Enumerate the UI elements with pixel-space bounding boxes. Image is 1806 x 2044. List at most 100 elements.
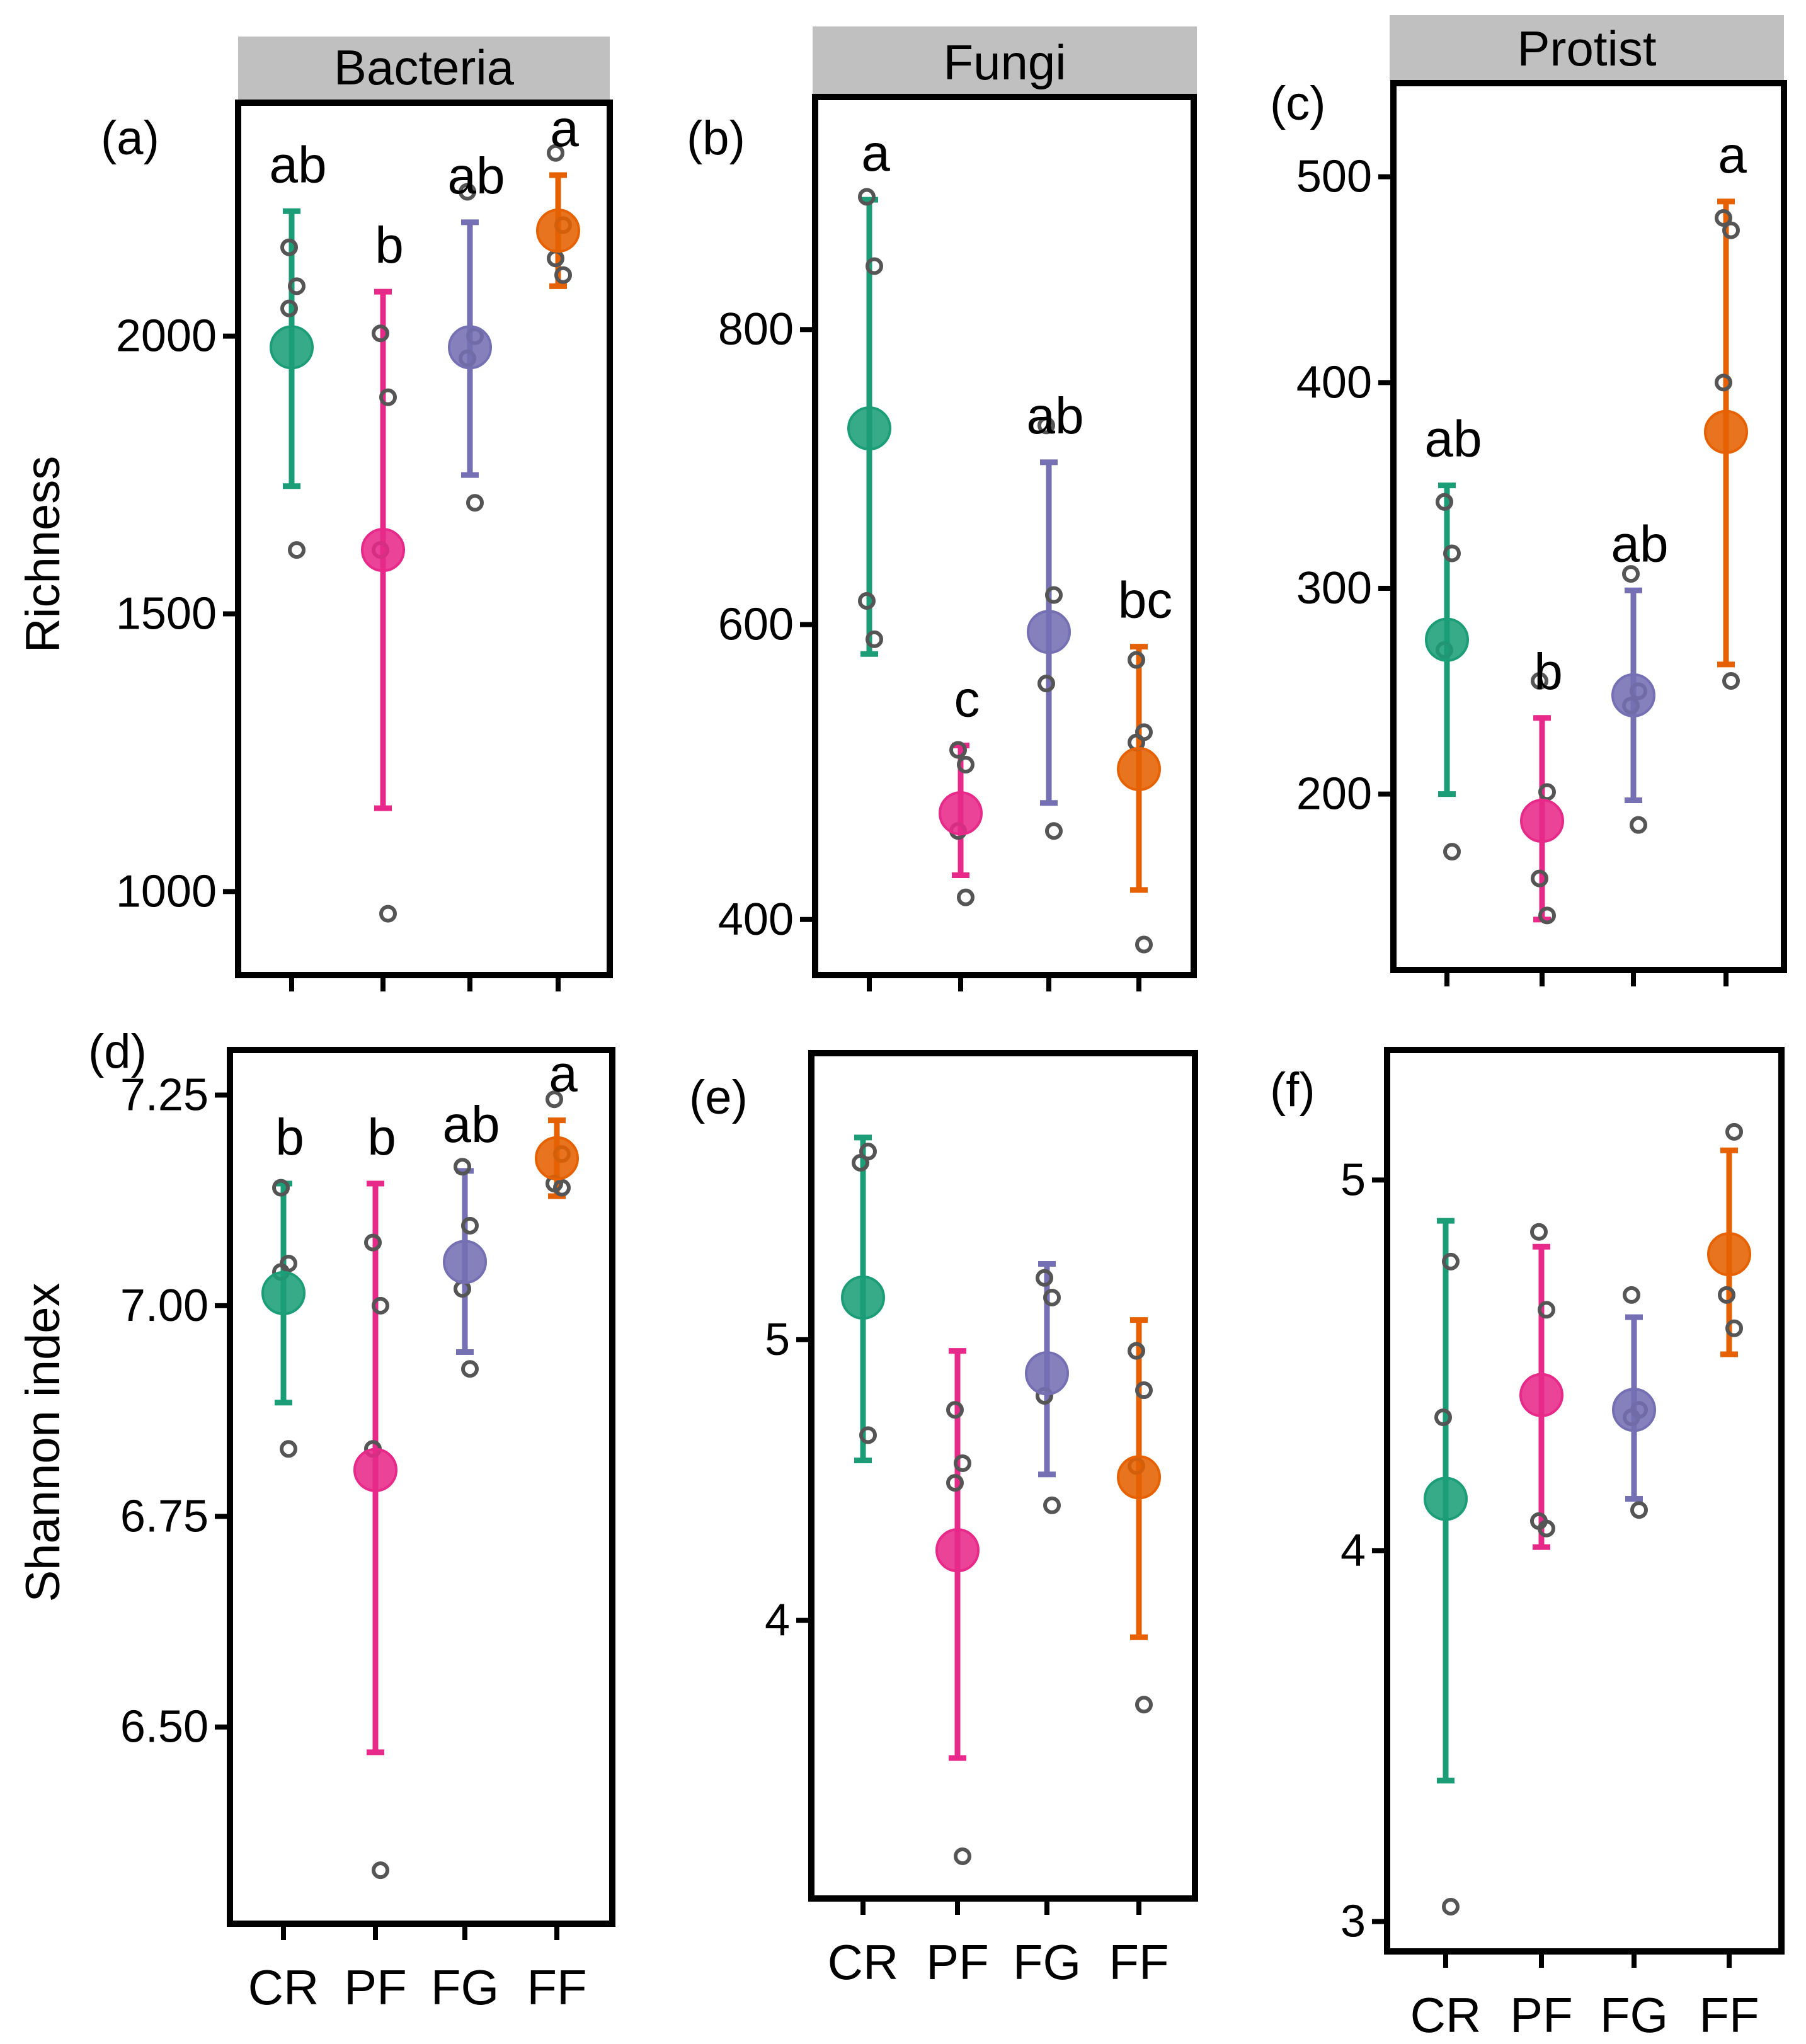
raw-point-a-FF	[554, 266, 572, 284]
sig-letter-b-FF: bc	[1118, 572, 1173, 629]
sig-letter-c-CR: ab	[1424, 411, 1482, 468]
strip-label-c: Protist	[1517, 21, 1656, 76]
sig-letter-a-FG: ab	[447, 147, 505, 205]
raw-point-d-FG	[461, 1360, 479, 1378]
raw-point-b-FG	[1037, 416, 1055, 435]
raw-point-b-PF	[957, 888, 974, 906]
sig-letter-a-FF: a	[550, 100, 579, 157]
panel-frame-a	[235, 100, 613, 978]
panel-tag-e: (e)	[689, 1071, 748, 1124]
raw-point-b-FG	[1045, 586, 1063, 604]
mean-point-b-FF	[1117, 746, 1161, 791]
strip-b	[813, 26, 1197, 94]
raw-point-f-PF	[1538, 1301, 1555, 1319]
panel-frame-e	[808, 1050, 1198, 1902]
raw-point-f-CR	[1442, 1252, 1460, 1270]
raw-point-c-PF	[1538, 906, 1556, 925]
mean-point-b-CR	[847, 406, 891, 451]
y-tick-label-c: 200	[1296, 769, 1372, 819]
raw-point-d-CR	[280, 1440, 297, 1458]
raw-point-c-FF	[1715, 374, 1732, 392]
raw-point-f-PF	[1530, 1223, 1548, 1241]
mean-point-c-PF	[1520, 799, 1564, 843]
raw-point-e-FG	[1036, 1269, 1053, 1287]
y-tick-label-d: 6.50	[120, 1702, 209, 1752]
sig-letter-c-PF: b	[1534, 643, 1563, 700]
y-tick-label-f: 5	[1340, 1155, 1366, 1205]
panel-tag-a: (a)	[101, 111, 159, 165]
raw-point-e-PF	[954, 1454, 971, 1472]
x-tick-label-d: FG	[431, 1960, 499, 2015]
raw-point-e-FG	[1043, 1496, 1061, 1514]
raw-point-b-FF	[1128, 651, 1145, 669]
raw-point-e-FG	[1043, 1288, 1061, 1306]
raw-point-a-CR	[288, 277, 306, 295]
mean-point-c-CR	[1425, 617, 1469, 662]
y-tick-label-d: 7.25	[120, 1070, 209, 1121]
raw-point-e-FF	[1128, 1342, 1145, 1360]
raw-point-b-FF	[1135, 935, 1153, 954]
sig-letter-d-FF: a	[549, 1046, 578, 1103]
panel-tag-c: (c)	[1270, 77, 1326, 130]
y-tick-label-e: 4	[765, 1596, 790, 1646]
mean-point-d-PF	[353, 1447, 397, 1492]
panel-frame-f	[1384, 1047, 1785, 1955]
mean-point-f-FG	[1612, 1388, 1656, 1432]
panel-frame-b	[812, 94, 1197, 978]
panels: Bacteria(a)100015002000abbabaFungi(b)400…	[88, 15, 1787, 2043]
raw-point-f-CR	[1442, 1898, 1460, 1916]
raw-point-e-CR	[859, 1426, 877, 1444]
raw-point-c-FF	[1722, 221, 1740, 239]
raw-point-b-FF	[1135, 723, 1153, 741]
raw-point-f-FG	[1623, 1286, 1640, 1304]
raw-point-d-CR	[272, 1179, 290, 1197]
panel-frame-c	[1390, 80, 1787, 973]
raw-point-e-PF	[946, 1401, 964, 1419]
y-tick-label-f: 4	[1340, 1526, 1366, 1576]
raw-point-d-PF	[372, 1861, 389, 1880]
raw-point-a-CR	[280, 299, 298, 317]
panel-e: (e) 4 5 CR PF FG FF	[689, 1050, 1198, 1990]
strip-label-b: Fungi	[943, 35, 1066, 90]
raw-point-e-CR	[859, 1143, 877, 1161]
strip-label-a: Bacteria	[334, 40, 515, 95]
sig-letter-b-CR: a	[861, 125, 890, 182]
mean-point-b-FG	[1027, 610, 1071, 654]
raw-point-a-FF	[547, 144, 564, 162]
y-tick-label-d: 6.75	[120, 1491, 209, 1541]
raw-point-a-FG	[459, 183, 476, 201]
raw-point-d-CR	[280, 1255, 297, 1273]
mean-point-b-PF	[939, 791, 983, 836]
sig-letter-c-FG: ab	[1611, 515, 1668, 573]
y-tick-label-c: 500	[1296, 152, 1372, 202]
y-axis-label-richness: Richness	[16, 456, 70, 653]
panel-c: Protist (c) 200 300 400 500 ab b ab a	[1270, 15, 1787, 986]
raw-point-c-CR	[1443, 843, 1461, 861]
raw-point-f-FF	[1725, 1319, 1743, 1337]
y-tick-label-f: 3	[1340, 1897, 1366, 1947]
panel-f: (f) 3 4 5 CR PF FG FF	[1270, 1047, 1785, 2043]
raw-point-b-FG	[1045, 822, 1063, 840]
raw-point-a-PF	[379, 388, 397, 406]
raw-point-f-CR	[1434, 1408, 1452, 1427]
x-tick-label-e: FF	[1109, 1934, 1169, 1990]
raw-point-f-FG	[1630, 1501, 1648, 1519]
raw-point-c-CR	[1443, 544, 1461, 562]
raw-point-e-PF	[946, 1474, 964, 1492]
raw-point-a-PF	[379, 905, 397, 923]
strip-a	[238, 37, 610, 100]
strip-c	[1390, 15, 1784, 81]
raw-point-e-PF	[954, 1847, 971, 1865]
raw-point-b-FG	[1037, 675, 1055, 693]
y-tick-label-b: 800	[718, 304, 794, 355]
raw-point-e-FF	[1135, 1381, 1153, 1400]
panel-b: Fungi (b) 400 600 800 a c ab bc	[687, 26, 1197, 991]
raw-point-b-PF	[949, 741, 967, 759]
raw-point-c-PF	[1531, 672, 1548, 690]
raw-point-c-PF	[1531, 869, 1548, 888]
raw-point-c-CR	[1436, 493, 1453, 511]
sig-letter-a-CR: ab	[269, 136, 326, 193]
y-tick-label-b: 600	[718, 599, 794, 649]
raw-point-d-FG	[461, 1216, 479, 1235]
